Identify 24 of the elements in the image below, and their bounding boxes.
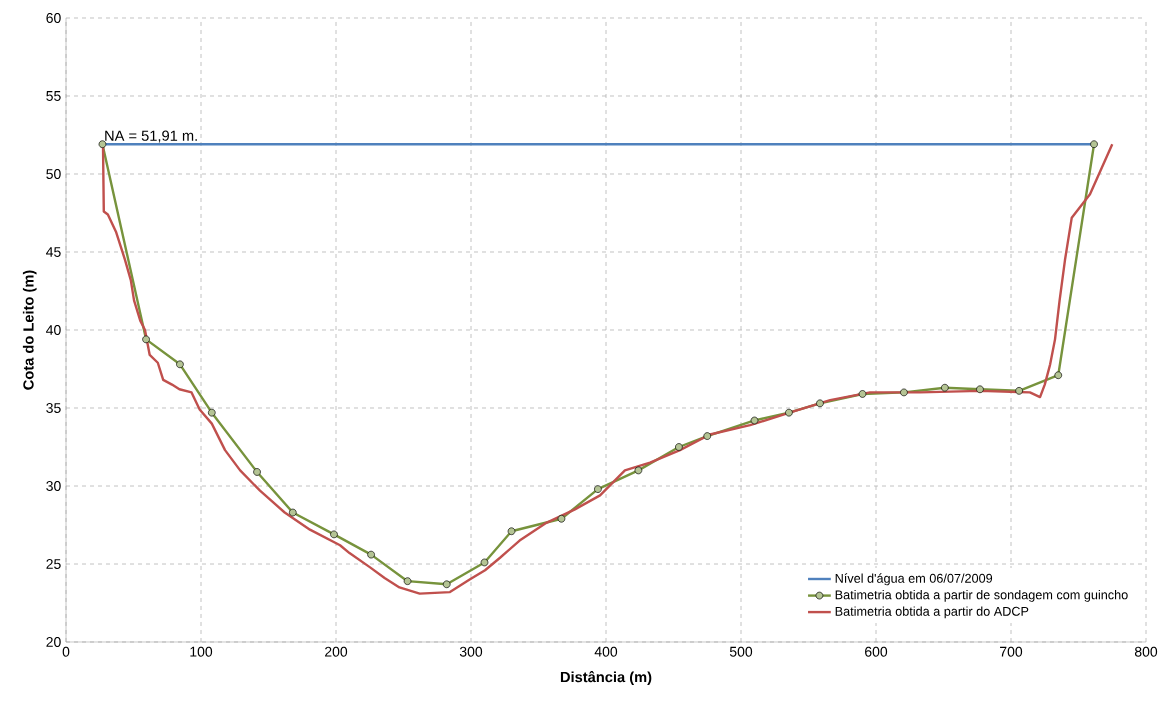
y-tick-label: 40 (46, 325, 61, 335)
y-tick-label: 55 (46, 91, 61, 101)
legend-label: Batimetria obtida a partir de sondagem com guincho (835, 589, 1128, 602)
legend-label: Batimetria obtida a partir do ADCP (835, 606, 1029, 619)
y-tick-label: 35 (46, 403, 61, 413)
y-tick-label: 60 (46, 13, 61, 23)
y-tick-label: 20 (46, 637, 61, 647)
legend-label: Nível d'água em 06/07/2009 (835, 573, 993, 586)
x-tick-label: 0 (62, 646, 70, 657)
x-tick-label: 800 (1134, 646, 1158, 657)
x-tick-label: 400 (594, 646, 618, 657)
y-tick-label: 45 (46, 247, 61, 257)
x-tick-label: 600 (865, 646, 888, 657)
x-tick-label: 200 (325, 646, 348, 657)
y-tick-label: 50 (46, 169, 61, 179)
y-tick-label: 25 (46, 559, 61, 569)
annotation: NA = 51,91 m. (105, 130, 197, 143)
x-tick-label: 100 (190, 646, 213, 657)
x-tick-label: 500 (729, 646, 753, 657)
x-axis-title: Distância (m) (560, 671, 652, 686)
y-tick-label: 30 (46, 481, 61, 491)
y-axis-title: Cota do Leito (m) (22, 270, 37, 390)
x-tick-label: 700 (1000, 646, 1023, 657)
x-tick-label: 300 (459, 646, 483, 657)
